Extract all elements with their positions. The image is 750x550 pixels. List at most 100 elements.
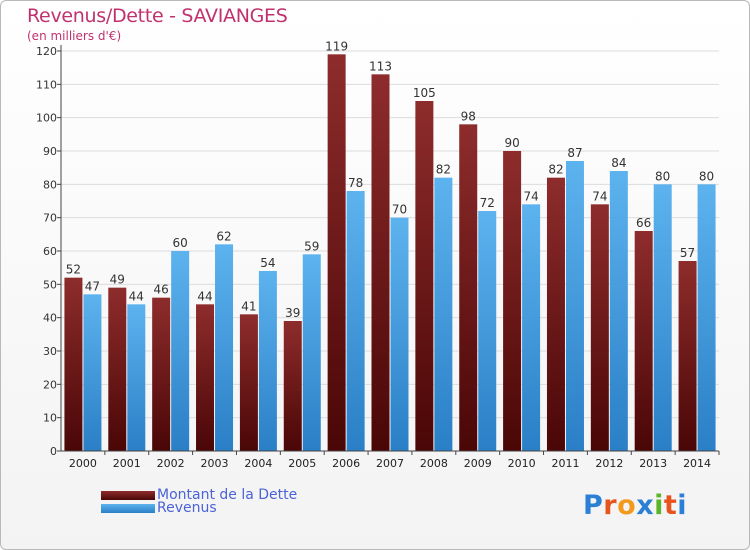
x-tick-label-2001: 2001 [113, 457, 141, 470]
x-tick-label-2000: 2000 [69, 457, 97, 470]
y-tick-label-50: 50 [43, 278, 57, 291]
y-tick-label-40: 40 [43, 312, 57, 325]
bar-debt-2013 [634, 231, 653, 451]
legend-swatch-debt [101, 491, 155, 500]
data-label-debt-2006: 119 [325, 39, 348, 53]
bar-revenus-2012 [609, 171, 628, 451]
x-tick-label-2008: 2008 [420, 457, 448, 470]
y-tick-label-60: 60 [43, 245, 57, 258]
y-tick-label-80: 80 [43, 178, 57, 191]
x-tick-label-2013: 2013 [639, 457, 667, 470]
bar-revenus-2008 [434, 177, 453, 451]
data-label-revenus-2005: 59 [304, 239, 319, 253]
x-tick-label-2003: 2003 [201, 457, 229, 470]
y-tick-label-20: 20 [43, 378, 57, 391]
proxiti-logo: Proxiti [583, 490, 687, 521]
logo-letter: r [603, 490, 618, 521]
data-label-debt-2009: 98 [461, 109, 476, 123]
logo-letter: o [617, 490, 637, 521]
bar-debt-2011 [546, 177, 565, 451]
y-tick-label-120: 120 [36, 45, 57, 58]
y-tick-label-0: 0 [50, 445, 57, 458]
bar-debt-2002 [152, 297, 171, 451]
data-label-debt-2003: 44 [197, 289, 212, 303]
y-tick-label-100: 100 [36, 112, 57, 125]
bar-revenus-2006 [346, 191, 365, 451]
data-label-debt-2007: 113 [369, 59, 392, 73]
x-tick-label-2010: 2010 [508, 457, 536, 470]
chart-subtitle: (en milliers d'€) [27, 29, 122, 43]
data-label-debt-2002: 46 [154, 283, 169, 297]
data-label-revenus-2002: 60 [173, 236, 188, 250]
bar-debt-2001 [108, 287, 127, 451]
data-label-revenus-2011: 87 [567, 146, 582, 160]
bar-revenus-2013 [653, 184, 672, 452]
data-label-revenus-2014: 80 [699, 169, 714, 183]
data-label-debt-2012: 74 [592, 189, 607, 203]
x-tick-label-2009: 2009 [464, 457, 492, 470]
bar-revenus-2009 [478, 211, 497, 451]
data-label-revenus-2007: 70 [392, 203, 407, 217]
logo-letter: x [636, 490, 655, 521]
y-tick-label-70: 70 [43, 212, 57, 225]
data-label-debt-2008: 105 [413, 86, 436, 100]
data-label-revenus-2009: 72 [480, 196, 495, 210]
data-label-revenus-2010: 74 [523, 189, 538, 203]
bar-revenus-2005 [302, 254, 321, 451]
bar-revenus-2011 [565, 161, 584, 451]
x-tick-label-2005: 2005 [288, 457, 316, 470]
y-tick-label-90: 90 [43, 145, 57, 158]
logo-letter: P [583, 490, 604, 521]
data-label-debt-2001: 49 [110, 273, 125, 287]
y-tick-label-110: 110 [36, 78, 57, 91]
data-label-revenus-2000: 47 [85, 279, 100, 293]
bar-revenus-2004 [258, 271, 277, 451]
bar-revenus-2003 [215, 244, 234, 451]
legend-label-debt: Montant de la Dette [157, 487, 298, 503]
data-label-revenus-2001: 44 [129, 289, 144, 303]
data-label-revenus-2004: 54 [260, 256, 275, 270]
bar-debt-2010 [503, 151, 522, 451]
y-tick-label-10: 10 [43, 412, 57, 425]
bar-debt-2007 [371, 74, 390, 451]
bar-debt-2008 [415, 101, 434, 451]
data-label-debt-2000: 52 [66, 263, 81, 277]
bar-debt-2012 [590, 204, 609, 451]
logo-letter: t [663, 490, 678, 521]
data-label-revenus-2013: 80 [655, 169, 670, 183]
chart-title: Revenus/Dette - SAVIANGES [27, 5, 288, 27]
logo-letter: i [654, 490, 664, 521]
data-label-revenus-2008: 82 [436, 163, 451, 177]
x-tick-label-2011: 2011 [551, 457, 579, 470]
data-label-debt-2010: 90 [504, 136, 519, 150]
bar-debt-2014 [678, 261, 697, 451]
x-tick-label-2012: 2012 [595, 457, 623, 470]
x-tick-label-2014: 2014 [683, 457, 711, 470]
bar-debt-2005 [283, 321, 302, 451]
x-tick-label-2007: 2007 [376, 457, 404, 470]
bar-debt-2004 [239, 314, 258, 451]
x-tick-label-2006: 2006 [332, 457, 360, 470]
bar-revenus-2000 [83, 294, 102, 451]
bar-revenus-2002 [171, 251, 190, 451]
data-label-debt-2005: 39 [285, 306, 300, 320]
bar-debt-2003 [196, 304, 215, 451]
data-label-revenus-2006: 78 [348, 176, 363, 190]
bar-debt-2000 [64, 277, 83, 451]
bar-revenus-2010 [522, 204, 541, 451]
x-tick-label-2004: 2004 [244, 457, 272, 470]
y-tick-label-30: 30 [43, 345, 57, 358]
data-label-debt-2004: 41 [241, 299, 256, 313]
legend-swatch-revenus [101, 504, 155, 513]
bar-revenus-2014 [697, 184, 716, 452]
legend-label-revenus: Revenus [157, 500, 217, 516]
data-label-revenus-2012: 84 [611, 156, 626, 170]
data-label-revenus-2003: 62 [216, 229, 231, 243]
bar-debt-2009 [459, 124, 478, 451]
bar-revenus-2007 [390, 217, 409, 451]
data-label-debt-2014: 57 [680, 246, 695, 260]
data-label-debt-2013: 66 [636, 216, 651, 230]
bar-debt-2006 [327, 54, 346, 451]
